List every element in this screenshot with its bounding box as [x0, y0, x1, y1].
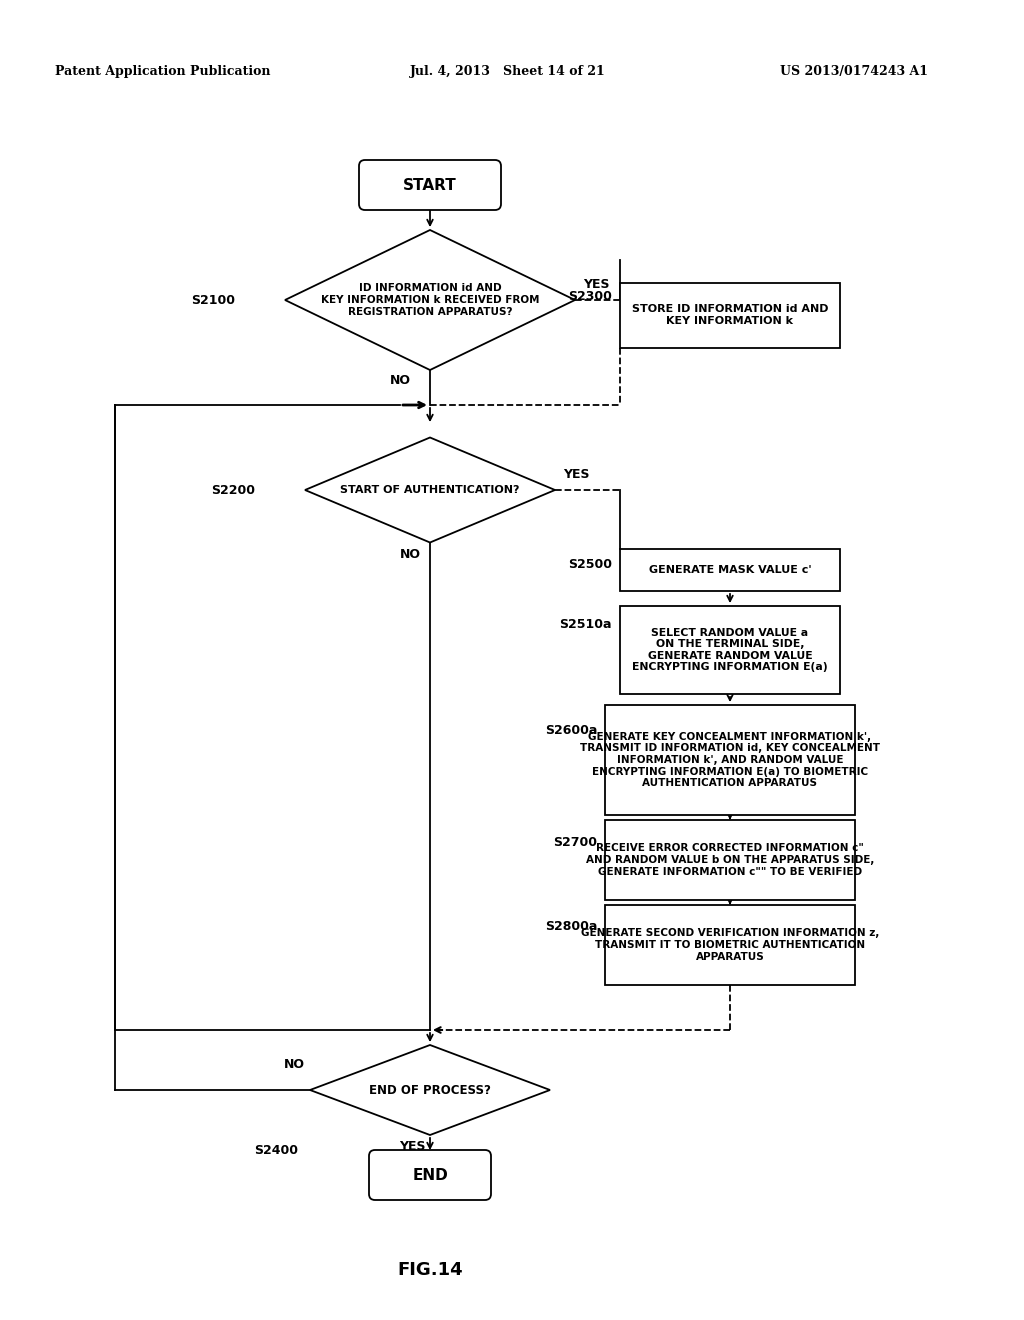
Polygon shape [310, 1045, 550, 1135]
Text: S2500: S2500 [568, 558, 612, 572]
Text: NO: NO [399, 548, 421, 561]
Bar [605, 705, 855, 814]
Text: Patent Application Publication: Patent Application Publication [55, 66, 270, 78]
Text: S2800a: S2800a [545, 920, 597, 933]
FancyBboxPatch shape [369, 1150, 490, 1200]
Text: S2300: S2300 [568, 290, 612, 304]
Text: GENERATE KEY CONCEALMENT INFORMATION k',
TRANSMIT ID INFORMATION id, KEY CONCEAL: GENERATE KEY CONCEALMENT INFORMATION k',… [580, 731, 880, 788]
Text: RECEIVE ERROR CORRECTED INFORMATION c"
AND RANDOM VALUE b ON THE APPARATUS SIDE,: RECEIVE ERROR CORRECTED INFORMATION c" A… [586, 843, 874, 876]
Bar [620, 549, 840, 591]
Text: Jul. 4, 2013   Sheet 14 of 21: Jul. 4, 2013 Sheet 14 of 21 [410, 66, 606, 78]
Text: END OF PROCESS?: END OF PROCESS? [369, 1084, 490, 1097]
Text: END: END [412, 1167, 447, 1183]
Polygon shape [285, 230, 575, 370]
Text: FIG.14: FIG.14 [397, 1261, 463, 1279]
Text: S2200: S2200 [211, 483, 255, 496]
Text: START: START [403, 177, 457, 193]
Text: STORE ID INFORMATION id AND
KEY INFORMATION k: STORE ID INFORMATION id AND KEY INFORMAT… [632, 304, 828, 326]
Text: S2700: S2700 [553, 836, 597, 849]
Bar [605, 906, 855, 985]
Text: S2510a: S2510a [559, 619, 612, 631]
Bar [620, 606, 840, 694]
Text: NO: NO [389, 374, 411, 387]
Polygon shape [305, 437, 555, 543]
Text: S2400: S2400 [254, 1143, 298, 1156]
Text: S2600a: S2600a [545, 723, 597, 737]
Text: START OF AUTHENTICATION?: START OF AUTHENTICATION? [340, 484, 520, 495]
Text: SELECT RANDOM VALUE a
ON THE TERMINAL SIDE,
GENERATE RANDOM VALUE
ENCRYPTING INF: SELECT RANDOM VALUE a ON THE TERMINAL SI… [632, 627, 827, 672]
Text: GENERATE MASK VALUE c': GENERATE MASK VALUE c' [648, 565, 811, 576]
Text: GENERATE SECOND VERIFICATION INFORMATION z,
TRANSMIT IT TO BIOMETRIC AUTHENTICAT: GENERATE SECOND VERIFICATION INFORMATION… [581, 928, 880, 961]
FancyBboxPatch shape [359, 160, 501, 210]
Bar [605, 820, 855, 900]
Text: YES: YES [583, 279, 609, 292]
Text: NO: NO [284, 1059, 305, 1072]
Bar [620, 282, 840, 347]
Text: S2100: S2100 [191, 293, 234, 306]
Text: YES: YES [563, 469, 590, 482]
Text: ID INFORMATION id AND
KEY INFORMATION k RECEIVED FROM
REGISTRATION APPARATUS?: ID INFORMATION id AND KEY INFORMATION k … [321, 284, 540, 317]
Text: US 2013/0174243 A1: US 2013/0174243 A1 [780, 66, 928, 78]
Text: YES: YES [398, 1140, 425, 1154]
